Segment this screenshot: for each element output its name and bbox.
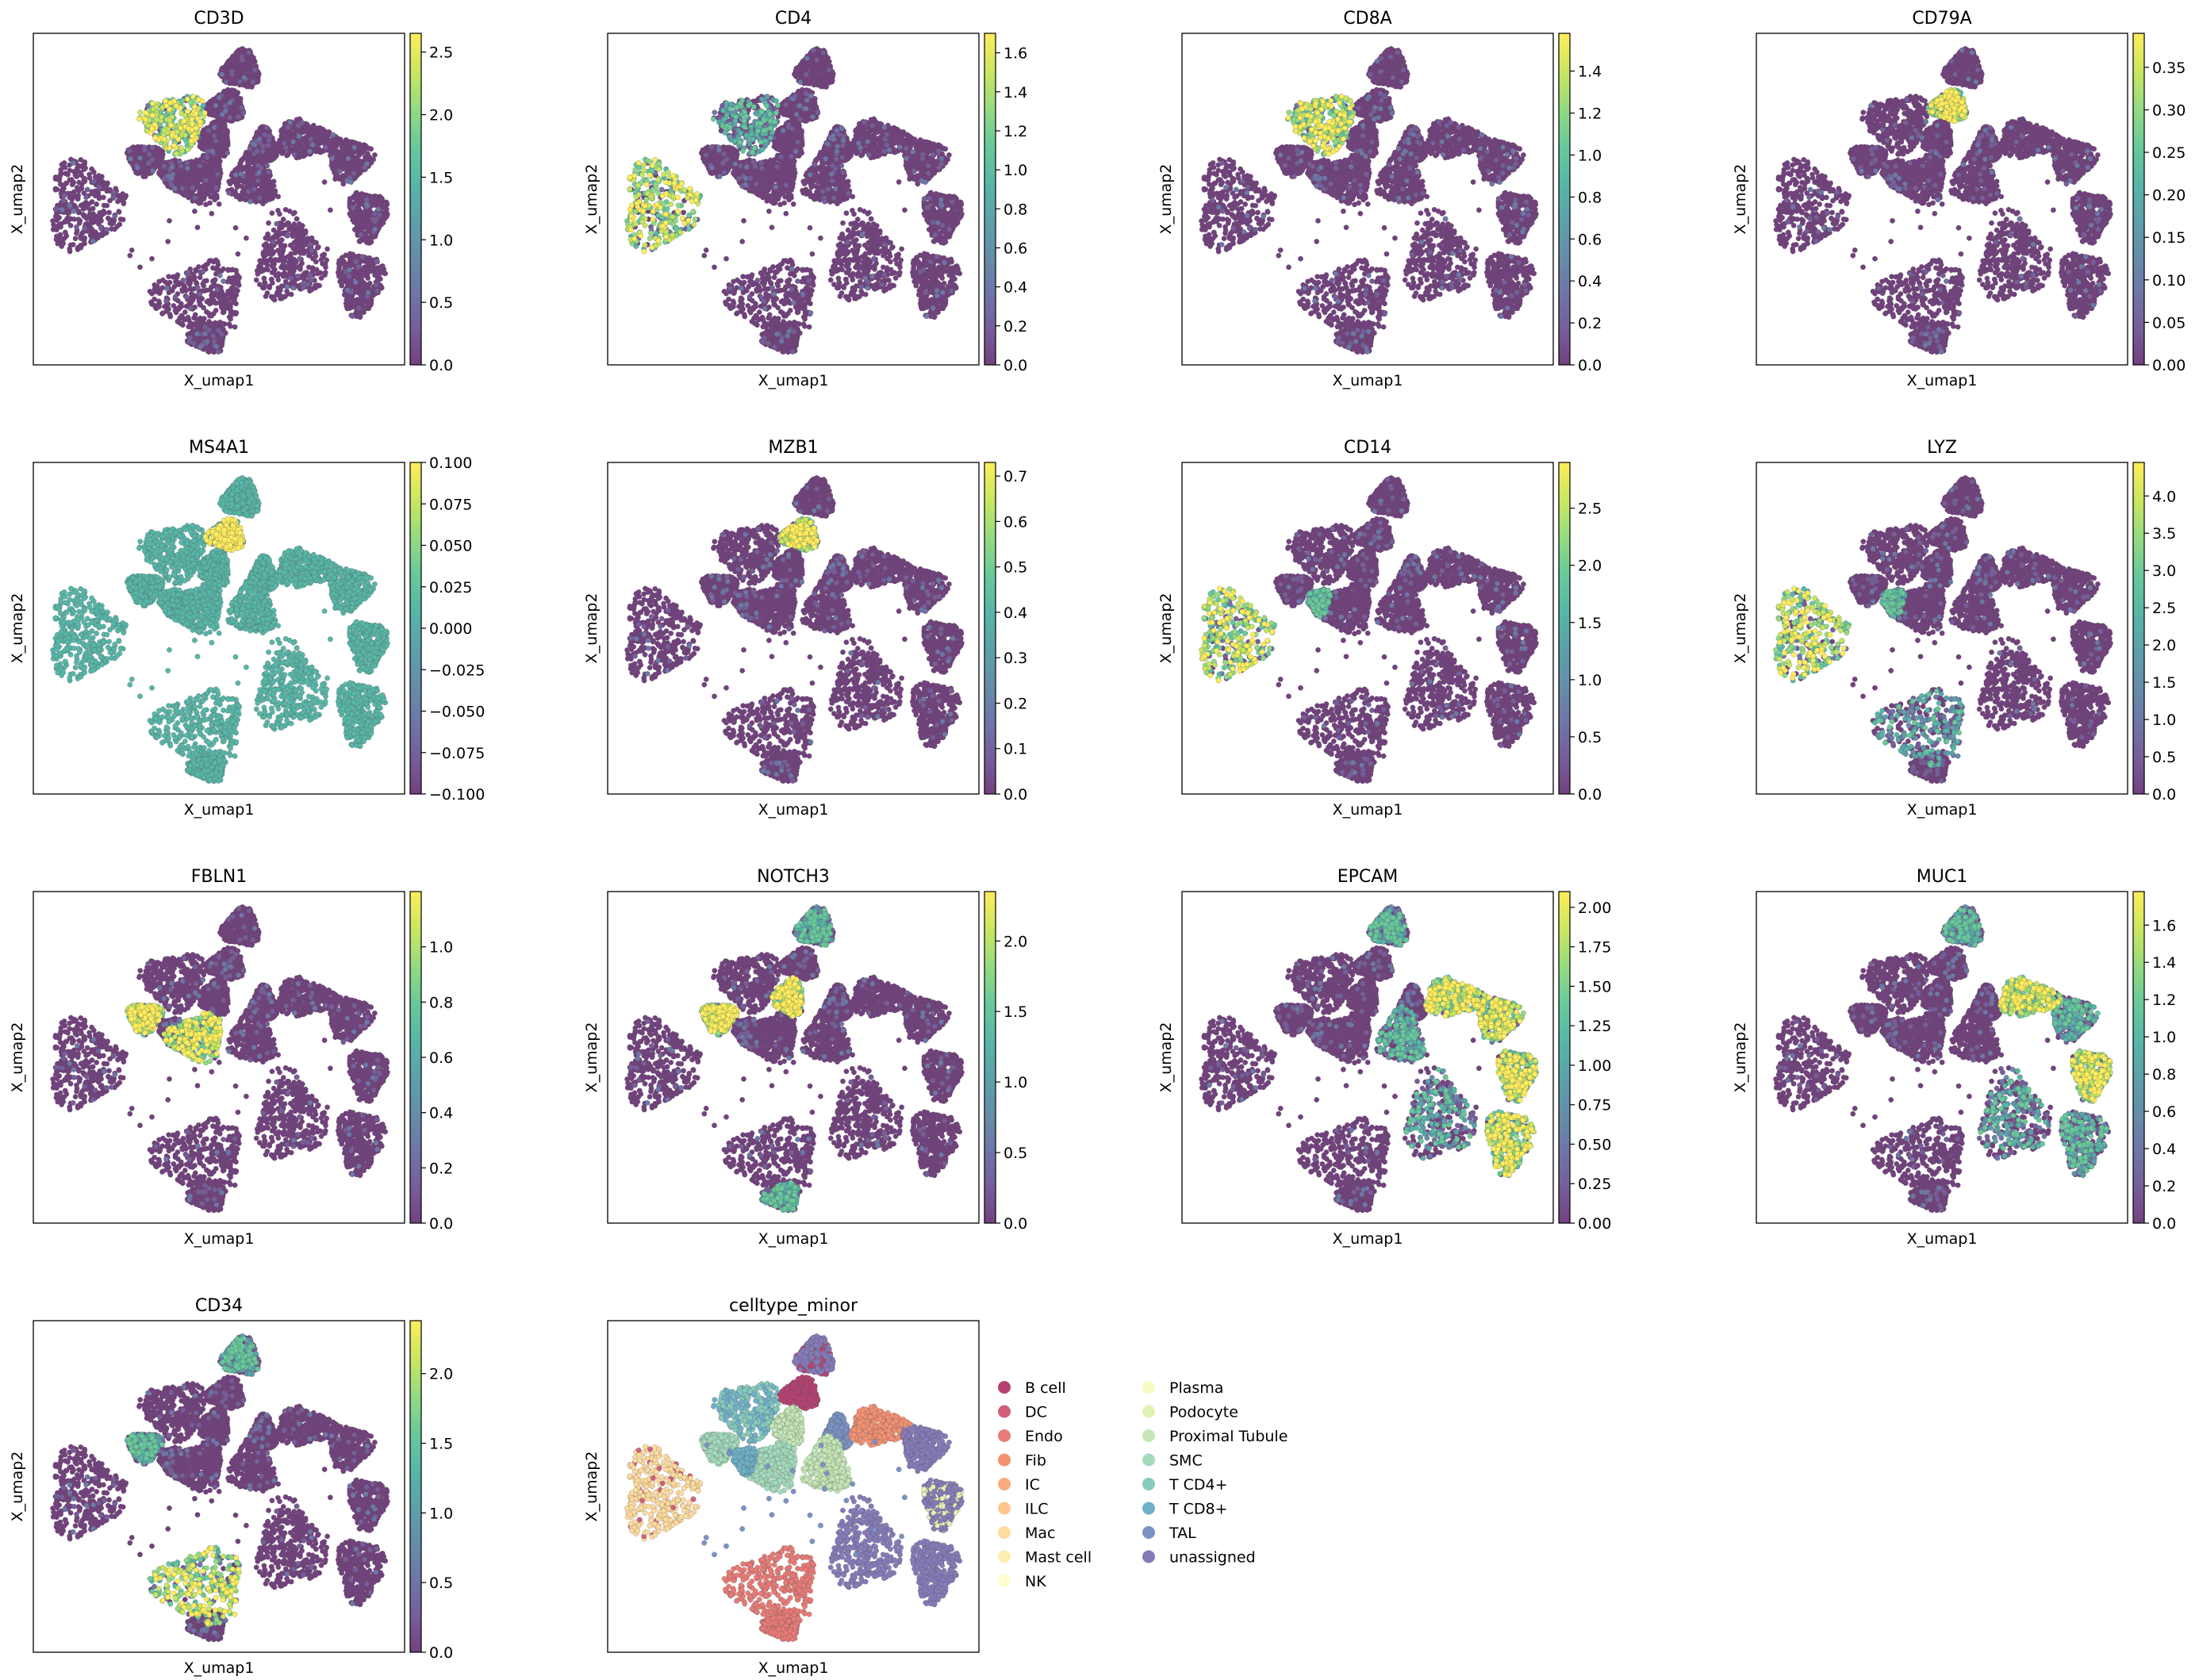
scatter-point (213, 111, 217, 116)
scatter-point (255, 74, 259, 79)
panel-title: CD3D (194, 9, 244, 29)
y-axis-label: X_umap2 (9, 164, 26, 235)
scatter-point (249, 84, 254, 89)
panel-grid: CD3DX_umap1X_umap20.00.51.01.52.02.5CD4X… (9, 9, 2186, 1677)
scatter-point (224, 94, 228, 98)
scatter-point (235, 59, 240, 63)
scatter-point (223, 64, 228, 69)
scatter-point (225, 87, 230, 92)
scatter-point (155, 149, 160, 154)
scatter-point (255, 79, 259, 84)
scatter-point (157, 155, 162, 160)
scatter-point (236, 67, 240, 72)
x-axis-label: X_umap1 (184, 372, 255, 389)
scatter-point (134, 149, 139, 154)
scatter-point (235, 75, 240, 79)
